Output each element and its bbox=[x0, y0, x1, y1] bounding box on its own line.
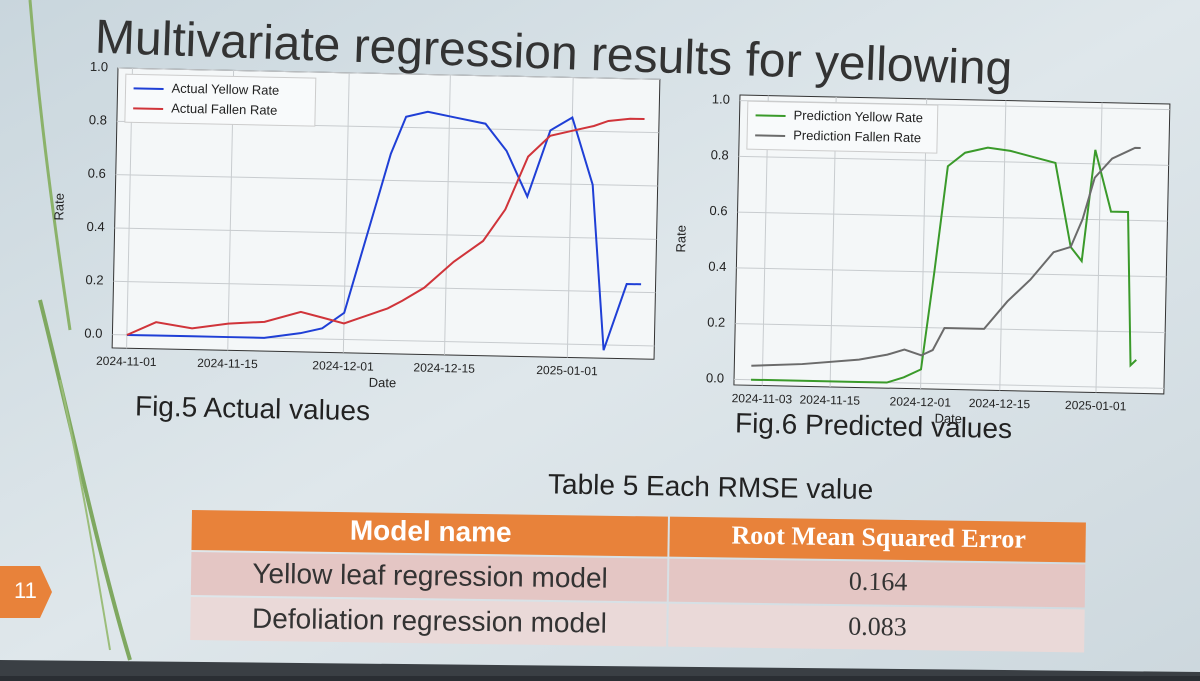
table: Table 5 Each RMSE value Model name Root Me… bbox=[190, 468, 1086, 653]
legend-label: Prediction Yellow Rate bbox=[793, 108, 923, 126]
x-tick-label: 2024-12-15 bbox=[413, 360, 475, 375]
x-tick-label: 2025-01-01 bbox=[1065, 398, 1127, 413]
grid-line bbox=[1095, 102, 1103, 393]
y-tick-label: 1.0 bbox=[712, 91, 730, 106]
grid-line bbox=[999, 100, 1007, 391]
table-cell bbox=[190, 551, 668, 602]
charts: 0.0 0.2 0.4 0.6 0.8 1.0 2024-11-01 2024-11-15 20… bbox=[51, 59, 1171, 444]
data-line bbox=[126, 117, 645, 336]
grid-line bbox=[114, 227, 657, 240]
y-tick-label: 0.6 bbox=[88, 165, 106, 180]
x-tick-label: 2024-12-15 bbox=[969, 396, 1031, 411]
x-tick-label: 2024-11-03 bbox=[732, 391, 793, 406]
y-tick-label: 0.8 bbox=[711, 147, 729, 162]
y-tick-label: 0.0 bbox=[84, 325, 102, 340]
x-tick-label: 2024-11-01 bbox=[96, 354, 157, 369]
grid-line bbox=[115, 174, 658, 187]
cell-text: Defoliation regression model bbox=[252, 603, 607, 639]
data-line bbox=[751, 146, 1137, 384]
table-caption: Table 5 Each RMSE value bbox=[548, 468, 874, 505]
legend-box bbox=[124, 73, 317, 127]
decoration bbox=[38, 299, 132, 661]
y-tick-label: 0.4 bbox=[86, 219, 104, 234]
y-tick-label: 0.6 bbox=[709, 203, 727, 218]
cell-text: 0.164 bbox=[849, 567, 908, 597]
y-axis-label: Rate bbox=[673, 225, 689, 253]
y-axis-label: Rate bbox=[51, 193, 67, 221]
header-cell bbox=[191, 509, 668, 557]
grid-line bbox=[736, 267, 1167, 278]
y-tick-label: 0.2 bbox=[707, 314, 725, 329]
y-tick-label: 0.8 bbox=[89, 112, 107, 127]
header-cell bbox=[669, 516, 1086, 563]
legend-label: Actual Fallen Rate bbox=[171, 101, 278, 118]
y-tick-label: 0.2 bbox=[85, 272, 103, 287]
grid-line bbox=[113, 280, 656, 294]
table-cell bbox=[190, 596, 667, 647]
chart: 0.0 0.2 0.4 0.6 0.8 1.0 2024-11-01 2024-11-15 20… bbox=[51, 59, 661, 391]
y-tick-label: 0.0 bbox=[706, 370, 724, 385]
figure-caption: Fig.6 Predicted values bbox=[735, 407, 1013, 444]
legend-swatch bbox=[755, 114, 786, 117]
legend-swatch bbox=[133, 107, 164, 110]
x-tick-label: 2025-01-01 bbox=[536, 363, 598, 378]
grid-line bbox=[443, 74, 451, 355]
x-tick-label: 2024-12-01 bbox=[312, 358, 374, 373]
page-tag bbox=[0, 566, 52, 618]
grid-line bbox=[737, 211, 1168, 222]
legend-label: Prediction Fallen Rate bbox=[793, 128, 921, 146]
header-text: Model name bbox=[350, 515, 512, 548]
data-line bbox=[751, 146, 1141, 367]
legend-box bbox=[746, 100, 939, 154]
legend-swatch bbox=[133, 87, 164, 90]
legend-label: Actual Yellow Rate bbox=[171, 81, 279, 98]
figure-caption: Fig.5 Actual values bbox=[135, 390, 371, 426]
x-tick-label: 2024-12-01 bbox=[889, 394, 951, 409]
decoration bbox=[59, 379, 111, 651]
y-tick-label: 0.4 bbox=[708, 259, 726, 274]
grid-line bbox=[117, 67, 660, 80]
cell-text: 0.083 bbox=[848, 612, 907, 642]
table-cell bbox=[668, 558, 1086, 608]
x-tick-label: 2024-11-15 bbox=[799, 392, 860, 407]
x-axis-label: Date bbox=[934, 411, 962, 427]
x-axis-label: Date bbox=[369, 375, 397, 391]
grid-line bbox=[566, 77, 574, 358]
page-number: 11 bbox=[14, 578, 37, 603]
table-cell bbox=[668, 603, 1085, 653]
decoration bbox=[28, 0, 72, 331]
header-text: Root Mean Squared Error bbox=[731, 521, 1026, 554]
y-tick-label: 1.0 bbox=[90, 59, 108, 74]
chart: 0.0 0.2 0.4 0.6 0.8 1.0 2024-11-03 2024-11-15 20… bbox=[673, 91, 1171, 427]
legend-swatch bbox=[755, 134, 786, 137]
grid-line bbox=[342, 72, 350, 353]
data-line bbox=[126, 110, 642, 351]
cell-text: Yellow leaf regression model bbox=[252, 558, 608, 594]
plot-area bbox=[733, 94, 1171, 395]
x-tick-label: 2024-11-15 bbox=[197, 356, 258, 371]
table-body: Model name Root Mean Squared Error Yellow … bbox=[190, 509, 1086, 653]
